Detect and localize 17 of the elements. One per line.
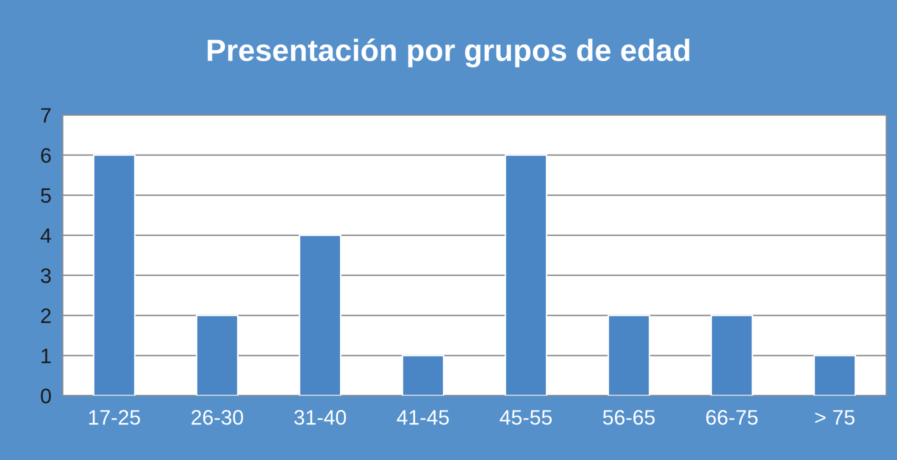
chart-title: Presentación por grupos de edad (208, 38, 690, 68)
y-tick-label: 0 (40, 388, 51, 404)
x-tick-label: 41-45 (396, 410, 449, 425)
y-tick-label: 3 (40, 268, 51, 284)
x-tick-label: 26-30 (192, 410, 244, 425)
x-tick-label: 56-65 (603, 410, 655, 425)
x-tick-label: > 75 (815, 410, 854, 425)
y-tick-label: 6 (41, 148, 51, 163)
x-tick-label: 17-25 (89, 410, 140, 425)
y-tick-label: 2 (41, 308, 51, 323)
y-tick-label: 5 (40, 188, 51, 203)
y-tick-label: 7 (41, 108, 51, 123)
x-tick-label: 45-55 (500, 410, 552, 425)
y-tick-label: 1 (42, 348, 51, 364)
y-tick-label: 4 (40, 228, 52, 243)
x-tick-label: 66-75 (706, 410, 758, 425)
x-tick-label: 31-40 (294, 410, 346, 425)
